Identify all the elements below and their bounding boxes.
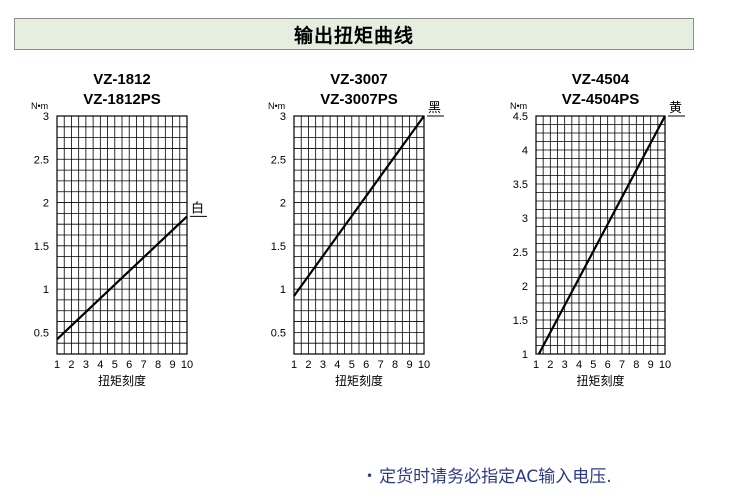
y-tick-label: 4 xyxy=(522,145,528,157)
series-line xyxy=(56,215,188,341)
x-tick-label: 5 xyxy=(349,359,355,371)
x-tick-label: 1 xyxy=(54,359,60,371)
order-note-text: 定货时请务必指定AC输入电压. xyxy=(379,467,612,487)
y-tick-label: 1.5 xyxy=(271,241,286,253)
x-tick-label: 6 xyxy=(363,359,369,371)
y-tick-label: 3.5 xyxy=(513,179,528,191)
x-tick-label: 7 xyxy=(619,359,625,371)
order-note: • 定货时请务必指定AC输入电压. xyxy=(366,462,612,487)
x-tick-label: 10 xyxy=(181,359,193,371)
chart-title-line1: VZ-3007 xyxy=(330,71,388,88)
y-tick-label: 1 xyxy=(280,284,286,296)
x-tick-label: 6 xyxy=(126,359,132,371)
chart-title-line1: VZ-1812 xyxy=(93,71,151,88)
y-tick-label: 0.5 xyxy=(271,327,286,339)
x-tick-label: 4 xyxy=(97,359,103,371)
bullet-icon: • xyxy=(366,469,374,483)
y-tick-label: 2 xyxy=(280,198,286,210)
x-tick-label: 1 xyxy=(291,359,297,371)
page-title: 输出扭矩曲线 xyxy=(14,18,694,50)
y-tick-label: 1.5 xyxy=(513,315,528,327)
x-tick-label: 5 xyxy=(112,359,118,371)
x-tick-label: 7 xyxy=(141,359,147,371)
y-unit-label: N•m xyxy=(510,101,527,111)
x-tick-label: 3 xyxy=(562,359,568,371)
x-tick-label: 5 xyxy=(590,359,596,371)
y-tick-label: 1 xyxy=(43,284,49,296)
x-tick-label: 2 xyxy=(68,359,74,371)
x-tick-label: 9 xyxy=(406,359,412,371)
page-title-text: 输出扭矩曲线 xyxy=(293,24,414,47)
chart-title-line2: VZ-4504PS xyxy=(562,91,640,108)
plot-frame xyxy=(56,115,188,355)
series-label: 黄 xyxy=(669,101,682,116)
y-tick-label: 4.5 xyxy=(513,111,528,123)
x-axis-label: 扭矩刻度 xyxy=(576,373,624,388)
x-tick-label: 9 xyxy=(169,359,175,371)
x-tick-label: 8 xyxy=(633,359,639,371)
y-tick-label: 1.5 xyxy=(34,241,49,253)
chart-title-line2: VZ-1812PS xyxy=(83,91,161,108)
x-tick-label: 8 xyxy=(392,359,398,371)
y-tick-label: 2.5 xyxy=(513,247,528,259)
y-tick-label: 2 xyxy=(522,281,528,293)
x-axis-label: 扭矩刻度 xyxy=(98,373,146,388)
y-tick-label: 2.5 xyxy=(271,154,286,166)
plot-frame xyxy=(293,115,425,355)
x-tick-label: 1 xyxy=(533,359,539,371)
series-label: 白 xyxy=(191,200,204,216)
x-axis-label: 扭矩刻度 xyxy=(335,373,383,388)
x-tick-label: 7 xyxy=(378,359,384,371)
series-line xyxy=(537,115,666,355)
series-line xyxy=(293,115,425,297)
x-tick-label: 4 xyxy=(334,359,340,371)
y-tick-label: 1 xyxy=(522,349,528,361)
x-tick-label: 3 xyxy=(83,359,89,371)
chart-title-line1: VZ-4504 xyxy=(572,71,630,88)
y-unit-label: N•m xyxy=(268,101,285,111)
y-tick-label: 0.5 xyxy=(34,327,49,339)
x-tick-label: 6 xyxy=(605,359,611,371)
x-tick-label: 3 xyxy=(320,359,326,371)
plot-frame xyxy=(535,115,666,355)
y-tick-label: 3 xyxy=(280,111,286,123)
x-tick-label: 10 xyxy=(418,359,430,371)
y-tick-label: 2 xyxy=(43,198,49,210)
x-tick-label: 10 xyxy=(659,359,671,371)
x-tick-label: 2 xyxy=(305,359,311,371)
x-tick-label: 2 xyxy=(547,359,553,371)
chart-title-line2: VZ-3007PS xyxy=(320,91,398,108)
x-tick-label: 9 xyxy=(648,359,654,371)
y-tick-label: 2.5 xyxy=(34,154,49,166)
x-tick-label: 8 xyxy=(155,359,161,371)
y-unit-label: N•m xyxy=(31,101,48,111)
x-tick-label: 4 xyxy=(576,359,582,371)
y-tick-label: 3 xyxy=(43,111,49,123)
y-tick-label: 3 xyxy=(522,213,528,225)
series-label: 黑 xyxy=(428,101,441,116)
